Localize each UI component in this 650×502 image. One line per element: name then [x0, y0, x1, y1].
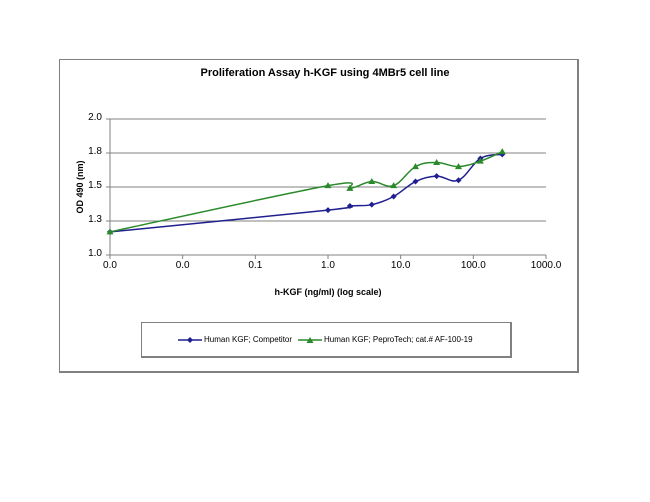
triangle-marker-icon	[346, 184, 354, 191]
y-tick-label: 1.5	[88, 180, 102, 191]
triangle-marker-icon	[411, 163, 419, 170]
x-tick-label: 1.0	[321, 260, 335, 271]
diamond-marker-icon	[346, 203, 353, 210]
series-line	[109, 150, 503, 233]
legend: Human KGF; Competitor Human KGF; PeproTe…	[141, 322, 512, 358]
legend-item-competitor: Human KGF; Competitor	[178, 335, 292, 344]
x-tick-label: 1000.0	[530, 260, 562, 271]
diamond-marker-icon	[455, 177, 462, 184]
diamond-marker-icon	[412, 178, 419, 185]
y-tick-label: 1.3	[88, 214, 102, 225]
chart-area	[59, 59, 579, 373]
triangle-marker-icon	[476, 157, 484, 164]
x-tick-label: 10.0	[390, 260, 411, 271]
x-tick-label: 100.0	[460, 260, 486, 271]
diamond-marker-icon	[390, 193, 397, 200]
triangle-marker-icon	[433, 159, 441, 166]
triangle-marker-icon	[106, 228, 114, 235]
diamond-marker-icon	[433, 173, 440, 180]
x-tick-label: 0.1	[248, 260, 263, 271]
legend-item-peprotech: Human KGF; PeproTech; cat.# AF-100-19	[298, 335, 473, 344]
diamond-marker-icon	[325, 207, 331, 214]
triangle-marker-icon	[324, 182, 332, 189]
diamond-marker-icon	[368, 201, 375, 208]
x-axis-label: h-KGF (ng/ml) (log scale)	[274, 287, 382, 297]
series-line	[109, 153, 503, 233]
triangle-marker-icon	[455, 163, 463, 170]
y-tick-label: 1.8	[88, 146, 102, 157]
triangle-marker-icon	[368, 178, 376, 185]
triangle-marker-icon	[390, 182, 398, 189]
y-tick-label: 1.0	[88, 248, 102, 259]
x-tick-label: 0.0	[175, 260, 190, 271]
triangle-marker-icon	[298, 336, 322, 343]
chart-title: Proliferation Assay h-KGF using 4MBr5 ce…	[200, 67, 450, 79]
diamond-marker-icon	[178, 336, 202, 343]
x-tick-label: 0.0	[103, 260, 117, 271]
triangle-marker-icon	[498, 148, 506, 155]
y-tick-label: 2.0	[88, 112, 102, 123]
